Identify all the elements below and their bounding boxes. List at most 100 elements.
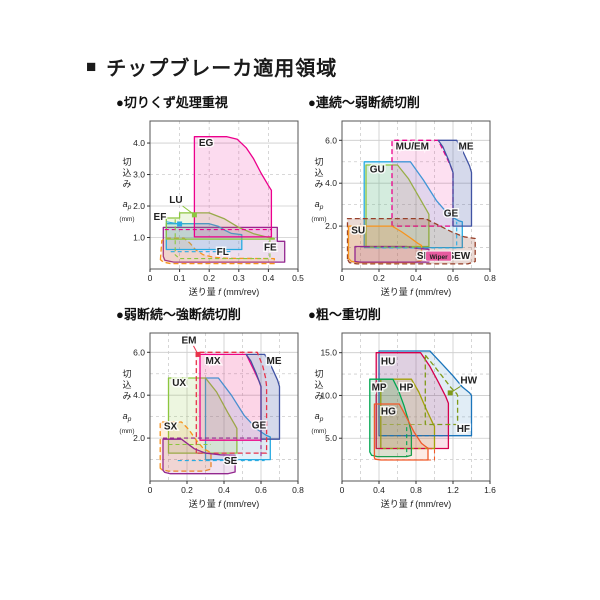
svg-text:込: 込 (314, 380, 323, 390)
svg-text:Wiper: Wiper (430, 254, 448, 261)
svg-text:LU: LU (169, 195, 182, 206)
x-axis-label: 送り量 f (mm/rev) (381, 498, 452, 509)
svg-text:HP: HP (399, 383, 413, 394)
svg-text:6.0: 6.0 (325, 135, 337, 145)
svg-text:FL: FL (217, 247, 229, 258)
axis-ticks: 0 0.2 0.4 0.6 0.8 2.0 4.0 6.0 (133, 347, 304, 495)
svg-text:15.0: 15.0 (320, 348, 337, 358)
svg-text:SX: SX (164, 422, 178, 433)
svg-text:0.3: 0.3 (233, 273, 245, 283)
svg-text:0.6: 0.6 (447, 273, 459, 283)
svg-text:み: み (122, 179, 131, 189)
svg-text:3.0: 3.0 (133, 170, 145, 180)
svg-text:1.6: 1.6 (484, 485, 496, 495)
y-axis-label: 切込み ap (mm) (119, 369, 134, 435)
svg-text:切: 切 (122, 369, 131, 379)
svg-text:0.2: 0.2 (373, 273, 385, 283)
chart-heading: ●弱断続〜強断続切削 (116, 307, 241, 322)
svg-text:FE: FE (264, 243, 277, 254)
axis-ticks: 0 0.1 0.2 0.3 0.4 0.5 1.0 2.0 3.0 4.0 (133, 138, 304, 283)
svg-text:5.0: 5.0 (325, 433, 337, 443)
svg-text:0.4: 0.4 (373, 485, 385, 495)
svg-text:HG: HG (381, 406, 396, 417)
svg-text:み: み (122, 391, 131, 401)
svg-text:0.5: 0.5 (292, 273, 304, 283)
svg-text:2.0: 2.0 (133, 201, 145, 211)
axis-ticks: 0 0.4 0.8 1.2 1.6 5.0 10.0 15.0 (320, 348, 496, 495)
chart-regions (369, 350, 473, 461)
svg-text:1.2: 1.2 (447, 485, 459, 495)
svg-text:GU: GU (370, 164, 385, 175)
svg-text:込: 込 (314, 168, 323, 178)
chart-block-rough-heavy: ●粗〜重切削 0 0.4 0.8 1.2 1.6 5.0 10.0 15.0 切込み ap (mm)… (304, 304, 504, 511)
chart-plot: 0 0.2 0.4 0.6 0.8 2.0 4.0 6.0 切込み ap (mm) 送り量 f (mm… (119, 332, 304, 509)
page-title: ■ チップブレーカ適用領域 (86, 52, 337, 81)
svg-text:0: 0 (340, 273, 345, 283)
svg-text:0.6: 0.6 (255, 485, 267, 495)
chart-block-interrupted: ●弱断続〜強断続切削 0 0.2 0.4 0.6 0.8 2.0 4.0 6.0 切込み ap (m… (112, 304, 312, 511)
svg-text:切: 切 (314, 369, 323, 379)
svg-text:(mm): (mm) (119, 216, 134, 223)
svg-text:ap: ap (315, 411, 324, 423)
svg-text:SE: SE (224, 456, 238, 467)
svg-text:(mm): (mm) (311, 428, 326, 435)
svg-text:4.0: 4.0 (133, 138, 145, 148)
svg-text:GE: GE (252, 420, 267, 431)
svg-text:0.4: 0.4 (218, 485, 230, 495)
svg-text:MU/EM: MU/EM (396, 141, 429, 152)
svg-text:0.8: 0.8 (410, 485, 422, 495)
svg-text:1.0: 1.0 (133, 233, 145, 243)
svg-text:HW: HW (460, 375, 477, 386)
title-square-icon: ■ (86, 57, 98, 76)
svg-text:み: み (314, 391, 323, 401)
svg-text:0.2: 0.2 (203, 273, 215, 283)
svg-text:MX: MX (206, 356, 221, 367)
chart-heading: ●切りくず処理重視 (116, 95, 228, 110)
svg-text:HF: HF (457, 424, 470, 435)
chart-block-continuous: ●連続〜弱断続切削 0 0.2 0.4 0.6 0.8 2.0 4.0 6.0 切込み ap (mm… (304, 92, 504, 299)
svg-text:EG: EG (199, 138, 214, 149)
chart-plot: 0 0.4 0.8 1.2 1.6 5.0 10.0 15.0 切込み ap (mm) 送り量 f (… (311, 332, 496, 509)
x-axis-label: 送り量 f (mm/rev) (189, 286, 260, 297)
svg-text:SEW: SEW (447, 251, 470, 262)
svg-text:ap: ap (123, 199, 132, 211)
svg-text:EM: EM (181, 335, 196, 346)
chart-block-chip-control: ●切りくず処理重視 0 0.1 0.2 0.3 0.4 0.5 1.0 2.0 3.0 4.0 切込… (112, 92, 312, 299)
svg-text:MP: MP (372, 383, 387, 394)
svg-text:0.8: 0.8 (292, 485, 304, 495)
svg-text:込: 込 (122, 380, 131, 390)
chart-regions (346, 139, 476, 265)
x-axis-label: 送り量 f (mm/rev) (381, 286, 452, 297)
svg-text:0.8: 0.8 (484, 273, 496, 283)
svg-text:ME: ME (459, 141, 474, 152)
svg-text:0.4: 0.4 (410, 273, 422, 283)
svg-text:切: 切 (314, 157, 323, 167)
svg-text:EF: EF (154, 212, 167, 223)
chart-heading: ●粗〜重切削 (308, 307, 381, 322)
svg-text:み: み (314, 179, 323, 189)
svg-text:(mm): (mm) (311, 216, 326, 223)
chart-regions (159, 136, 286, 265)
y-axis-label: 切込み ap (mm) (311, 157, 326, 223)
svg-text:0: 0 (340, 485, 345, 495)
chart-heading: ●連続〜弱断続切削 (308, 95, 420, 110)
chart-plot: 0 0.2 0.4 0.6 0.8 2.0 4.0 6.0 切込み ap (mm) 送り量 f (mm… (311, 120, 496, 297)
svg-text:0: 0 (148, 485, 153, 495)
region-labels: GE UX MX ME EM SX SE (162, 334, 283, 469)
y-axis-label: 切込み ap (mm) (119, 157, 134, 223)
axis-ticks: 0 0.2 0.4 0.6 0.8 2.0 4.0 6.0 (325, 135, 496, 283)
svg-text:4.0: 4.0 (133, 390, 145, 400)
svg-text:0: 0 (148, 273, 153, 283)
svg-text:0.2: 0.2 (181, 485, 193, 495)
svg-text:GE: GE (444, 208, 459, 219)
svg-text:SU: SU (351, 225, 365, 236)
svg-text:HU: HU (381, 357, 395, 368)
svg-text:込: 込 (122, 168, 131, 178)
svg-text:0.1: 0.1 (174, 273, 186, 283)
page-title-text: チップブレーカ適用領域 (106, 58, 338, 80)
region-labels: HF HU HP MP HG HW (370, 355, 479, 437)
svg-text:ap: ap (315, 199, 324, 211)
svg-text:0.4: 0.4 (262, 273, 274, 283)
